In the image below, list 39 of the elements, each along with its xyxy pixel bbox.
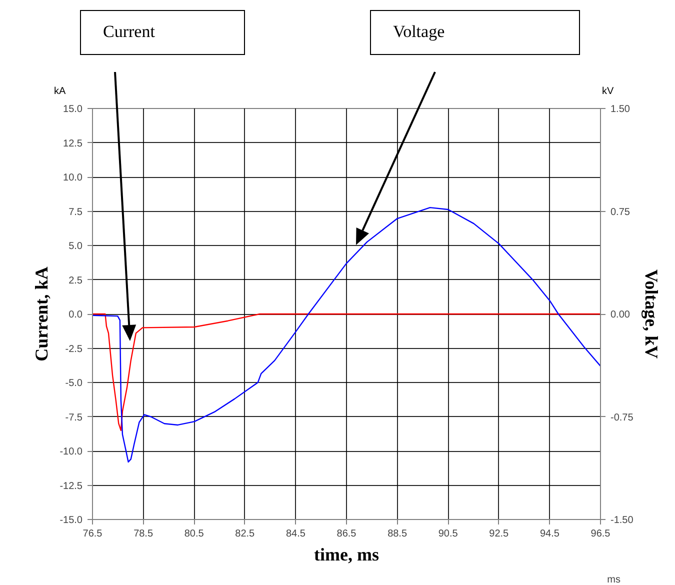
line-series	[92, 206, 600, 463]
y-tick-label: -10.0	[60, 446, 83, 458]
x-tick-label: 86.5	[336, 528, 357, 540]
y2-tick-label: 0.00	[610, 310, 630, 320]
y2-tick-label: 0.75	[610, 206, 630, 218]
y2-tick-label: 1.50	[610, 104, 630, 115]
y-tick-label: -12.5	[60, 480, 83, 492]
x-tick-label: 90.5	[438, 528, 458, 540]
y-tick-label: -5.0	[65, 378, 83, 389]
x-tick-label: 84.5	[286, 528, 306, 540]
y-tick-label: 15.0	[63, 104, 83, 115]
line-series	[92, 313, 600, 432]
y2-tick-label: -0.75	[610, 412, 634, 424]
y-tick-label: 12.5	[63, 138, 83, 150]
x-tick-label: 92.5	[489, 528, 510, 540]
y-tick-label: 7.5	[68, 206, 83, 218]
y-tick-label: 2.5	[68, 275, 83, 286]
text: kA	[54, 86, 66, 97]
y-tick-label: 10.0	[63, 172, 83, 184]
x-tick-label: 78.5	[134, 528, 154, 540]
text: Voltage	[370, 10, 580, 55]
y-tick-label: -15.0	[60, 515, 83, 526]
x-tick-label: 80.5	[184, 528, 204, 540]
y-tick-label: -2.5	[65, 344, 83, 355]
y-tick-label: 0.0	[68, 310, 83, 320]
text: kV	[602, 86, 614, 97]
x-tick-label: 82.5	[235, 528, 256, 540]
x-tick-label: 76.5	[82, 528, 103, 540]
x-tick-label: 88.5	[388, 528, 408, 540]
text: ms	[607, 574, 621, 585]
y2-axis-title: Voltage, kV	[641, 269, 662, 359]
y-tick-label: 5.0	[68, 241, 83, 252]
x-tick-label: 94.5	[540, 528, 560, 540]
x-axis-title: time, ms	[314, 544, 379, 564]
y2-tick-label: -1.50	[610, 515, 634, 526]
y-tick-label: -7.5	[65, 412, 83, 424]
x-tick-label: 96.5	[590, 528, 611, 540]
text: Current	[80, 10, 245, 55]
y-axis-title: Current, kA	[32, 266, 52, 362]
